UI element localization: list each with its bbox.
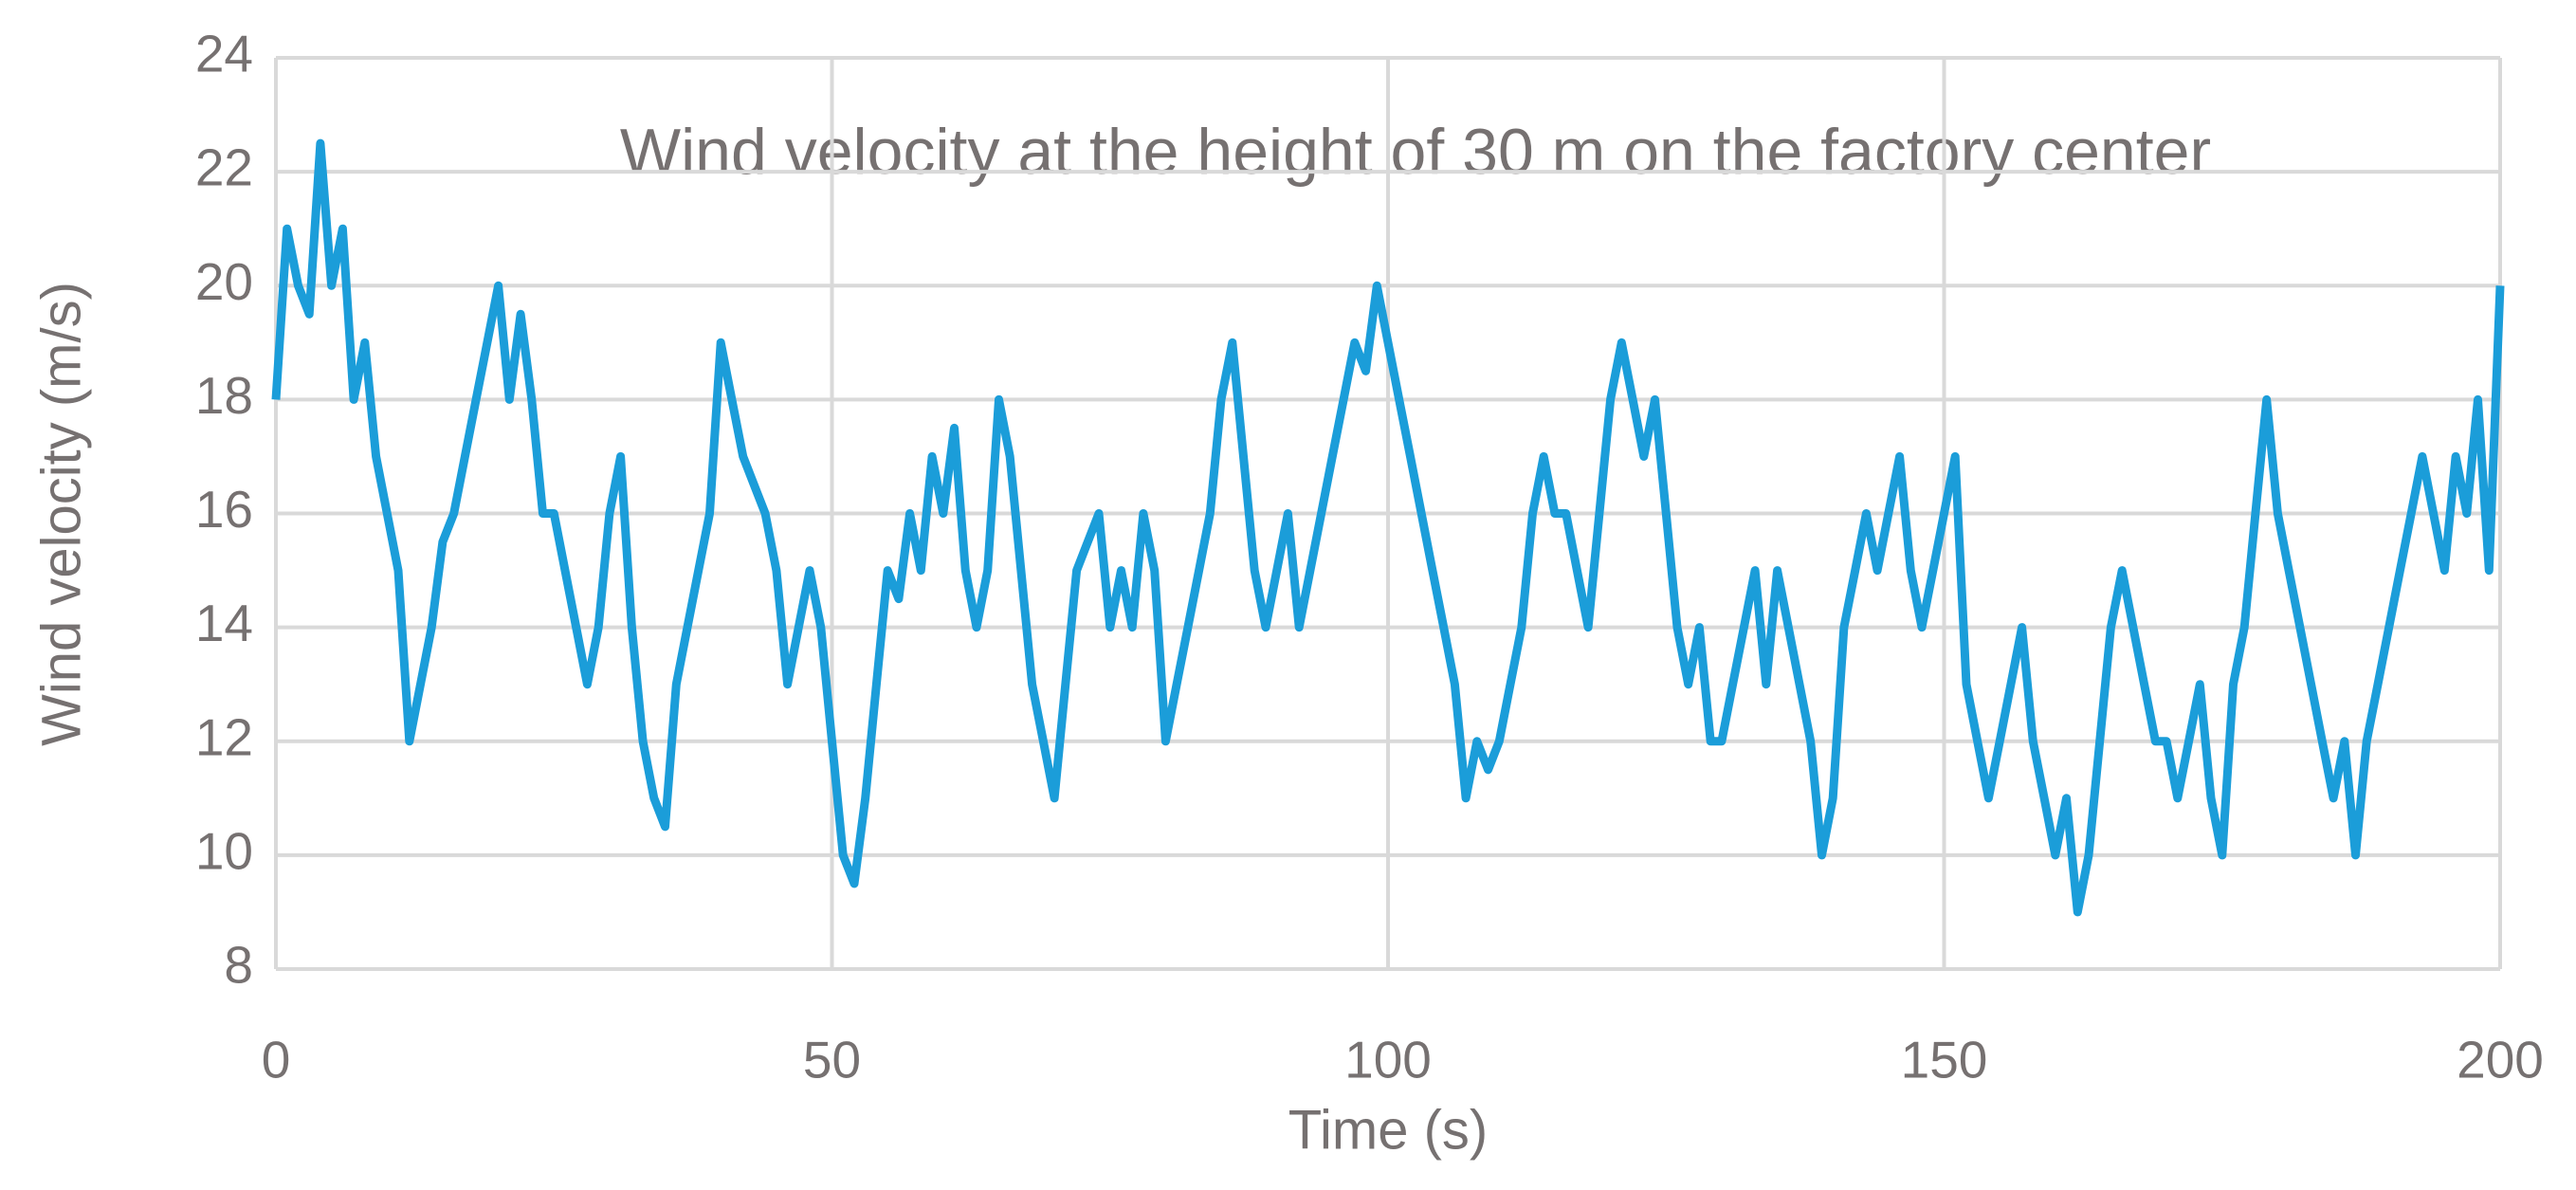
x-tick-label: 100	[1344, 1031, 1432, 1089]
y-axis-label: Wind velocity (m/s)	[30, 282, 92, 746]
y-tick-label: 10	[195, 821, 253, 880]
y-tick-label: 20	[195, 252, 253, 311]
y-tick-label: 22	[195, 138, 253, 197]
x-axis-label: Time (s)	[1288, 1099, 1488, 1161]
x-tick-label: 0	[262, 1031, 291, 1089]
y-tick-label: 14	[195, 594, 253, 652]
x-tick-label: 150	[1901, 1031, 1988, 1089]
chart-title: Wind velocity at the height of 30 m on t…	[620, 116, 2211, 188]
x-tick-label: 200	[2457, 1031, 2544, 1089]
x-tick-label: 50	[803, 1031, 861, 1089]
y-tick-label: 12	[195, 707, 253, 766]
y-tick-label: 18	[195, 366, 253, 425]
y-tick-label: 24	[195, 25, 253, 83]
y-tick-label: 8	[224, 936, 253, 995]
data-line	[271, 138, 2505, 917]
y-tick-label: 16	[195, 480, 253, 539]
